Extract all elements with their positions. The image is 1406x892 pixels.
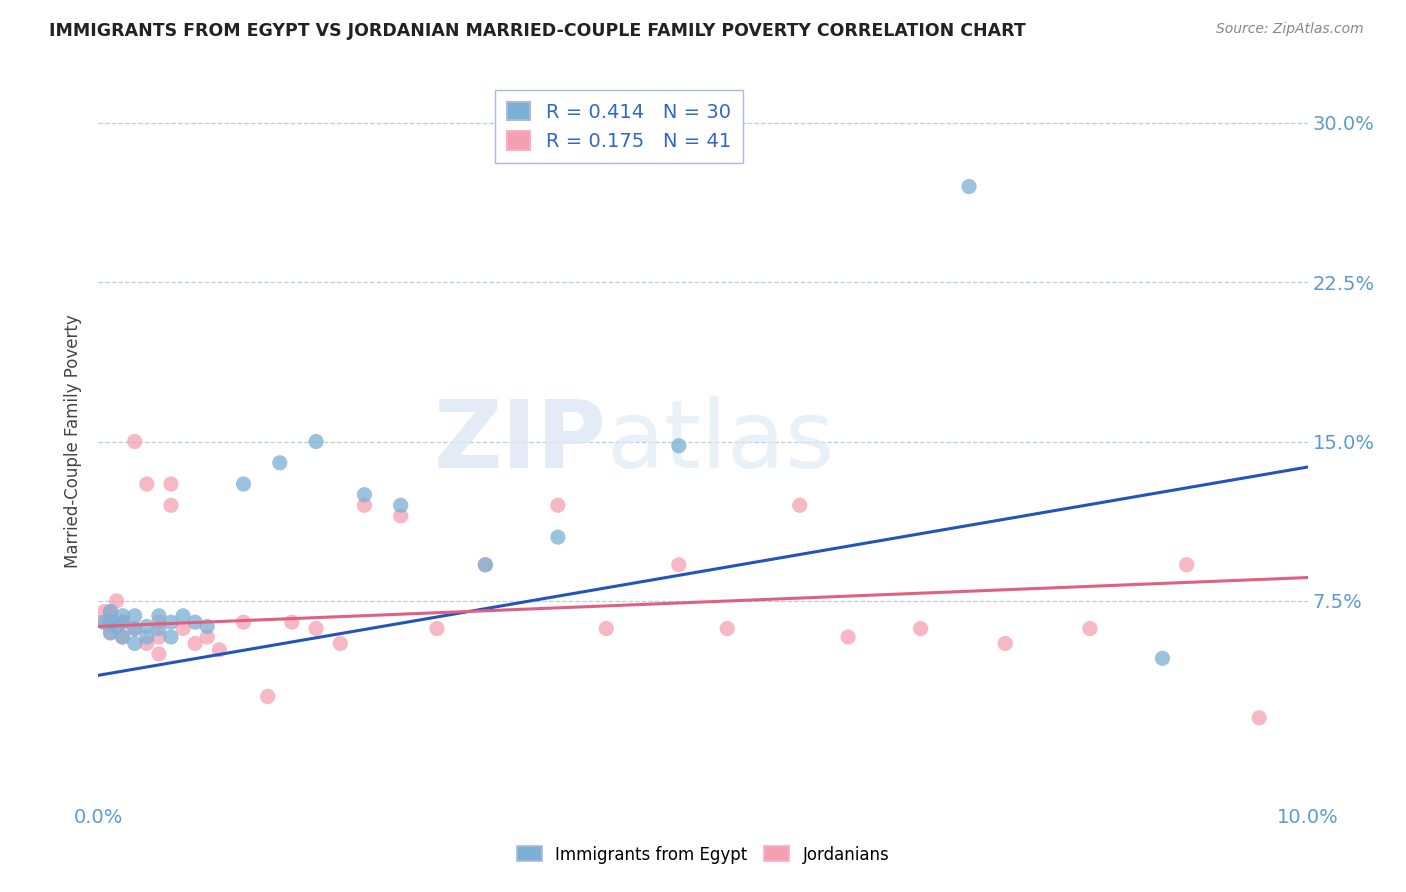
Point	[124, 622, 146, 636]
Point	[111, 630, 134, 644]
Point	[91, 615, 114, 630]
Point	[595, 622, 617, 636]
Point	[716, 622, 738, 636]
Point	[100, 625, 122, 640]
Point	[1249, 711, 1271, 725]
Point	[474, 558, 496, 572]
Point	[124, 636, 146, 650]
Point	[93, 615, 115, 630]
Legend: Immigrants from Egypt, Jordanians: Immigrants from Egypt, Jordanians	[510, 839, 896, 871]
Point	[148, 622, 170, 636]
Point	[232, 615, 254, 630]
Point	[353, 498, 375, 512]
Point	[100, 625, 122, 640]
Point	[547, 530, 569, 544]
Point	[1175, 558, 1198, 572]
Point	[100, 615, 122, 630]
Point	[148, 647, 170, 661]
Point	[1152, 651, 1174, 665]
Point	[148, 630, 170, 644]
Point	[160, 477, 183, 491]
Point	[837, 630, 859, 644]
Point	[994, 636, 1017, 650]
Point	[668, 439, 690, 453]
Point	[111, 630, 134, 644]
Point	[111, 615, 134, 630]
Text: Source: ZipAtlas.com: Source: ZipAtlas.com	[1216, 22, 1364, 37]
Legend: R = 0.414   N = 30, R = 0.175   N = 41: R = 0.414 N = 30, R = 0.175 N = 41	[495, 90, 742, 163]
Point	[1078, 622, 1101, 636]
Point	[547, 498, 569, 512]
Point	[789, 498, 811, 512]
Point	[353, 488, 375, 502]
Point	[208, 642, 231, 657]
Point	[105, 594, 128, 608]
Text: atlas: atlas	[606, 395, 835, 488]
Point	[124, 622, 146, 636]
Point	[305, 622, 328, 636]
Point	[111, 615, 134, 630]
Point	[474, 558, 496, 572]
Y-axis label: Married-Couple Family Poverty: Married-Couple Family Poverty	[65, 315, 83, 568]
Point	[389, 498, 412, 512]
Point	[160, 630, 183, 644]
Point	[135, 636, 157, 650]
Text: IMMIGRANTS FROM EGYPT VS JORDANIAN MARRIED-COUPLE FAMILY POVERTY CORRELATION CHA: IMMIGRANTS FROM EGYPT VS JORDANIAN MARRI…	[49, 22, 1026, 40]
Point	[93, 605, 115, 619]
Point	[910, 622, 932, 636]
Point	[389, 508, 412, 523]
Point	[281, 615, 304, 630]
Point	[148, 615, 170, 630]
Point	[329, 636, 352, 650]
Point	[184, 615, 207, 630]
Point	[195, 630, 218, 644]
Point	[160, 615, 183, 630]
Point	[124, 434, 146, 449]
Point	[232, 477, 254, 491]
Point	[305, 434, 328, 449]
Text: ZIP: ZIP	[433, 395, 606, 488]
Point	[135, 630, 157, 644]
Point	[135, 619, 157, 633]
Point	[195, 619, 218, 633]
Point	[957, 179, 980, 194]
Point	[148, 608, 170, 623]
Point	[172, 622, 194, 636]
Point	[172, 608, 194, 623]
Point	[100, 615, 122, 630]
Point	[105, 619, 128, 633]
Point	[111, 608, 134, 623]
Point	[269, 456, 291, 470]
Point	[184, 636, 207, 650]
Point	[256, 690, 278, 704]
Point	[100, 605, 122, 619]
Point	[100, 605, 122, 619]
Point	[135, 477, 157, 491]
Point	[426, 622, 449, 636]
Point	[160, 498, 183, 512]
Point	[668, 558, 690, 572]
Point	[124, 608, 146, 623]
